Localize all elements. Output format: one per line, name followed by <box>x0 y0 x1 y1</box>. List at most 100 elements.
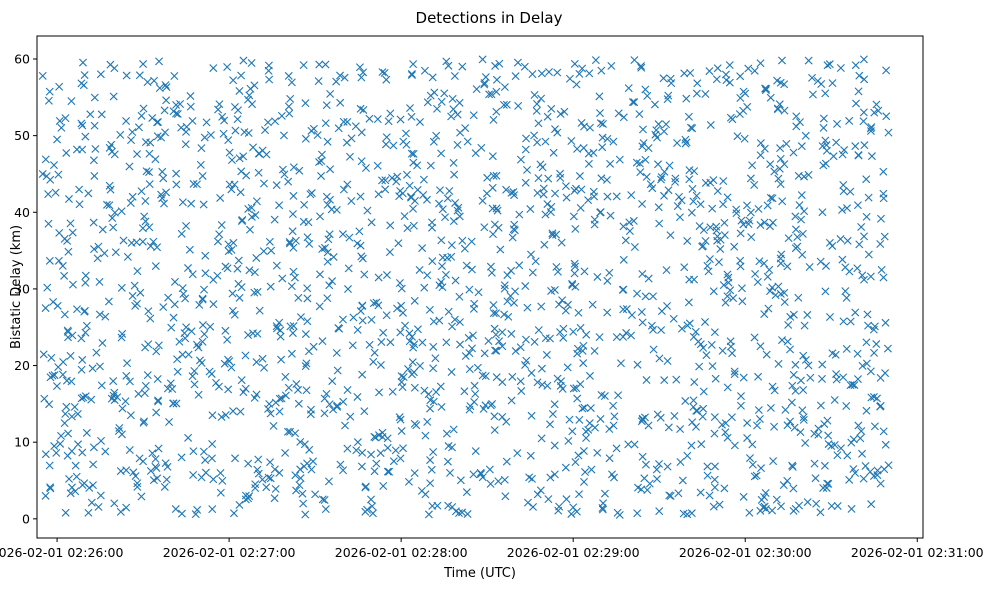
detection-point <box>227 185 236 194</box>
detection-point <box>827 501 836 510</box>
detection-point <box>528 268 537 277</box>
detection-point <box>866 124 875 133</box>
detection-point <box>146 314 155 323</box>
detection-point <box>400 212 409 221</box>
detection-point <box>469 470 478 479</box>
detection-point <box>652 465 661 474</box>
detection-point <box>660 167 669 176</box>
detection-point <box>403 224 412 233</box>
detection-point <box>574 451 583 460</box>
detection-point <box>121 397 130 406</box>
detection-point <box>301 330 310 339</box>
detection-point <box>737 392 745 401</box>
detection-point <box>270 215 279 224</box>
detection-point <box>200 330 209 339</box>
detection-point <box>116 507 125 516</box>
detection-point <box>711 374 720 383</box>
detection-point <box>573 344 582 353</box>
detection-point <box>489 171 498 180</box>
detection-point <box>296 313 305 322</box>
detection-point <box>269 421 278 430</box>
detection-point <box>701 236 710 245</box>
detection-point <box>867 152 876 161</box>
detection-point <box>533 490 542 499</box>
detection-point <box>284 102 293 111</box>
detection-point <box>710 413 719 422</box>
detection-point <box>739 492 748 501</box>
detection-point <box>81 278 90 287</box>
detection-point <box>675 213 684 222</box>
detection-point <box>150 76 159 85</box>
detection-point <box>532 106 541 115</box>
detection-point <box>133 479 142 488</box>
detection-point <box>692 406 701 415</box>
detection-point <box>440 89 449 98</box>
detection-point <box>252 253 261 262</box>
detection-point <box>500 310 509 319</box>
detection-point <box>636 62 645 71</box>
detection-point <box>705 255 714 264</box>
detection-point <box>224 385 233 394</box>
detection-point <box>305 445 314 454</box>
detection-point <box>671 177 680 186</box>
detection-point <box>301 134 310 143</box>
detection-point <box>245 266 254 275</box>
detection-point <box>253 287 262 296</box>
detection-point <box>880 465 889 474</box>
detection-point <box>423 271 432 280</box>
detection-point <box>57 123 66 132</box>
detection-point <box>242 171 251 180</box>
detection-point <box>277 394 286 403</box>
detection-point <box>819 114 828 123</box>
detection-point <box>201 456 210 465</box>
detection-point <box>499 100 508 109</box>
detection-point <box>134 123 143 132</box>
detection-point <box>792 112 801 121</box>
detection-point <box>395 279 404 288</box>
detection-point <box>418 244 427 253</box>
detection-point <box>286 322 295 331</box>
detection-point <box>726 113 735 122</box>
detection-point <box>254 455 263 464</box>
detection-point <box>325 400 334 409</box>
detection-point <box>706 120 715 129</box>
detection-point <box>563 300 572 309</box>
detection-point <box>570 59 579 68</box>
detection-point <box>580 477 588 486</box>
detection-point <box>511 72 520 81</box>
detection-point <box>56 439 65 448</box>
detection-point <box>63 451 72 460</box>
detection-point <box>313 131 322 140</box>
detection-point <box>853 201 862 210</box>
detection-point <box>291 429 300 438</box>
detection-point <box>38 169 47 178</box>
detection-point <box>345 233 354 242</box>
detection-point <box>428 73 437 82</box>
detection-point <box>839 317 848 326</box>
detection-point <box>666 231 675 240</box>
detection-point <box>172 180 181 189</box>
detection-point <box>654 160 662 169</box>
detection-point <box>239 56 248 65</box>
detection-point <box>750 333 759 342</box>
detection-point <box>105 143 114 152</box>
detection-point <box>357 73 366 82</box>
detection-point <box>489 309 498 318</box>
detection-point <box>157 190 166 199</box>
detection-point <box>343 117 352 126</box>
detection-point <box>760 310 769 319</box>
detection-point <box>285 237 294 246</box>
detection-point <box>266 458 275 467</box>
detection-point <box>818 360 827 369</box>
detection-point <box>463 137 472 146</box>
detection-point <box>642 376 651 385</box>
detection-point <box>77 79 86 88</box>
detection-point <box>230 310 239 319</box>
detection-point <box>229 407 238 416</box>
detection-point <box>245 225 254 234</box>
detection-point <box>570 259 579 268</box>
detection-point <box>745 454 754 463</box>
detection-point <box>870 422 879 431</box>
detection-point <box>386 338 395 347</box>
detection-point <box>756 221 765 230</box>
